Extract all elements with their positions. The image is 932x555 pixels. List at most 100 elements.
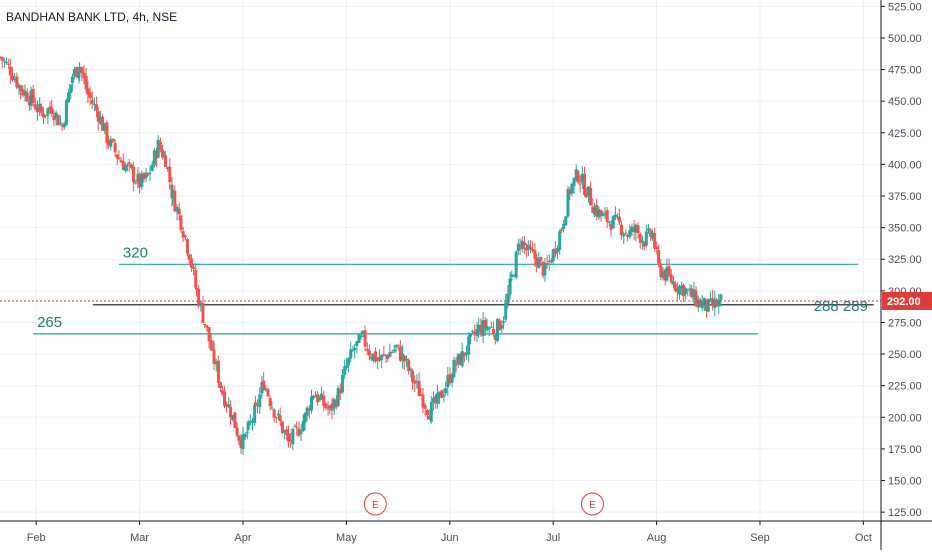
candle-body[interactable] [620,224,624,236]
candle-body[interactable] [498,320,502,331]
candle-body[interactable] [146,173,150,176]
candle-body[interactable] [38,103,42,111]
candle-body[interactable] [155,150,159,159]
candle-body[interactable] [316,394,320,403]
candle-body[interactable] [140,173,144,187]
candle-body[interactable] [44,115,48,117]
candle-body[interactable] [591,206,595,213]
candle-body[interactable] [64,100,68,126]
candle-body[interactable] [235,427,239,436]
earnings-event-icon[interactable] [580,492,604,516]
candle-body[interactable] [607,221,611,223]
price-axis[interactable]: 125.00 150.00 175.00 200.00 225.00 250.00 275.… [881,1,932,519]
candle-body[interactable] [340,375,344,393]
candle-body[interactable] [684,288,688,295]
candle-body[interactable] [468,332,472,337]
candle-body[interactable] [173,190,177,212]
candle-body[interactable] [574,169,578,180]
candles[interactable] [0,55,723,455]
candle-body[interactable] [194,288,198,290]
candle-body[interactable] [690,288,694,298]
candle-body[interactable] [171,189,175,197]
candle-body[interactable] [194,270,198,288]
candle-body[interactable] [396,344,400,346]
candle-body[interactable] [435,393,439,404]
candle-body[interactable] [363,330,367,347]
candle-body[interactable] [595,205,599,217]
candle-body[interactable] [586,186,590,196]
candle-body[interactable] [161,149,165,158]
candle-body[interactable] [434,396,438,404]
candle-body[interactable] [54,112,58,119]
candle-body[interactable] [675,288,679,293]
candle-body[interactable] [681,284,685,297]
time-axis[interactable]: Feb Mar Apr May Jun Jul Aug Sep Oct [27,521,872,544]
candle-body[interactable] [440,390,444,398]
candle-body[interactable] [262,380,266,390]
candle-body[interactable] [88,92,92,99]
candle-body[interactable] [357,334,361,343]
candle-body[interactable] [5,62,9,64]
candle-body[interactable] [320,393,324,400]
candle-body[interactable] [642,242,646,247]
candle-body[interactable] [303,413,307,423]
candle-body[interactable] [471,330,475,332]
candle-body[interactable] [475,329,479,336]
candle-body[interactable] [522,242,526,246]
candle-body[interactable] [390,351,394,353]
candle-body[interactable] [166,167,170,169]
candle-body[interactable] [197,288,201,307]
candle-body[interactable] [382,353,386,355]
candle-body[interactable] [715,300,719,307]
candle-body[interactable] [338,389,342,394]
candle-body[interactable] [717,299,721,307]
candle-body[interactable] [667,266,671,275]
candle-body[interactable] [624,232,628,234]
candle-body[interactable] [355,341,359,346]
candle-body[interactable] [189,258,193,268]
candle-body[interactable] [659,263,663,277]
candle-body[interactable] [700,302,704,309]
candle-body[interactable] [253,404,257,424]
candle-body[interactable] [17,84,21,89]
candle-body[interactable] [417,381,421,397]
candle-body[interactable] [384,355,388,357]
candle-body[interactable] [222,391,226,406]
candle-body[interactable] [84,75,88,90]
candle-body[interactable] [601,213,605,217]
candle-body[interactable] [663,269,667,281]
candle-body[interactable] [680,285,684,289]
candle-body[interactable] [113,142,117,153]
candle-body[interactable] [181,231,185,238]
candle-body[interactable] [96,111,100,122]
candle-body[interactable] [467,336,471,355]
candle-body[interactable] [669,274,673,283]
candle-body[interactable] [407,360,411,372]
candle-body[interactable] [0,57,4,61]
candle-body[interactable] [371,353,375,361]
candle-body[interactable] [572,177,576,186]
candle-body[interactable] [185,239,189,254]
candle-body[interactable] [330,403,334,411]
candle-body[interactable] [392,349,396,352]
candle-body[interactable] [547,260,551,262]
candle-body[interactable] [214,362,218,365]
candle-body[interactable] [129,164,133,169]
candle-body[interactable] [142,173,146,180]
candle-body[interactable] [278,415,282,422]
candle-body[interactable] [144,172,148,178]
candle-body[interactable] [380,355,384,360]
candle-body[interactable] [570,183,574,194]
candle-body[interactable] [599,210,603,216]
candle-body[interactable] [274,417,278,419]
candle-body[interactable] [377,357,381,361]
candle-body[interactable] [138,173,142,188]
candle-body[interactable] [187,254,191,260]
candle-body[interactable] [8,66,12,76]
candle-body[interactable] [673,283,677,291]
candle-body[interactable] [307,408,311,411]
candle-body[interactable] [332,399,336,409]
candle-body[interactable] [454,362,458,366]
candle-body[interactable] [77,72,81,79]
